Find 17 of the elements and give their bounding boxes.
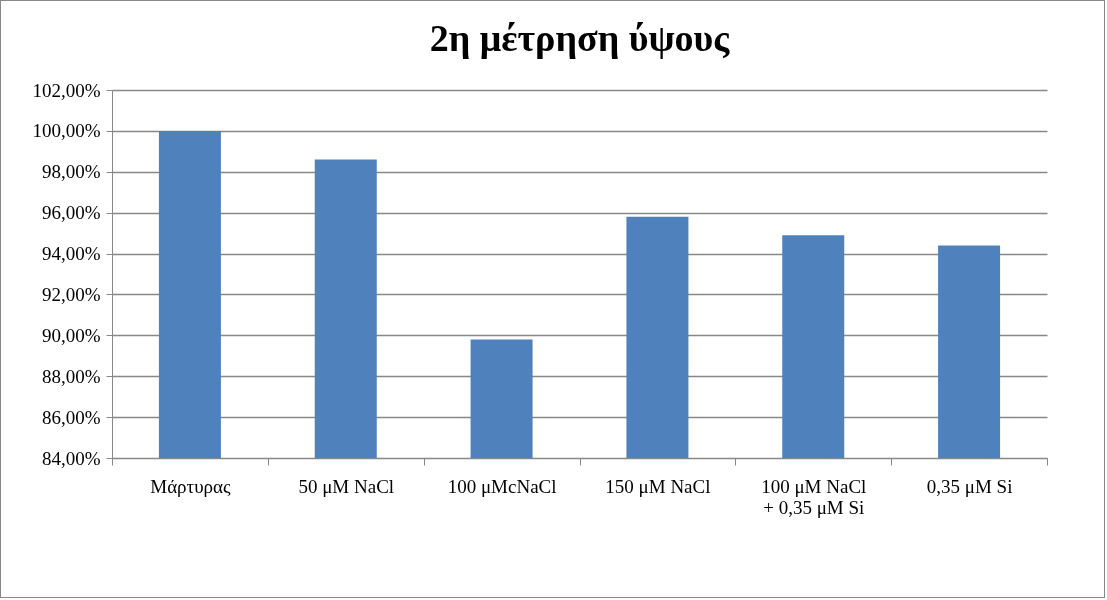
x-tick-label: 0,35 μM Si <box>926 475 1013 497</box>
x-tick-label: Μάρτυρας <box>150 475 232 497</box>
chart-title: 2η μέτρηση ύψους <box>429 17 731 59</box>
y-tick-label: 102,00% <box>32 79 101 101</box>
y-tick-label: 96,00% <box>41 202 101 224</box>
y-tick-label: 86,00% <box>41 406 101 428</box>
x-tick-label: 150 μM NaCl <box>605 475 711 497</box>
y-tick-label: 94,00% <box>41 243 101 265</box>
y-tick-label: 100,00% <box>32 120 101 142</box>
y-tick-label: 88,00% <box>41 365 101 387</box>
x-tick-label: 100 μM NaCl + 0,35 μM Si <box>761 475 867 518</box>
x-tick-label: 50 μM NaCl <box>298 475 395 497</box>
y-tick-label: 84,00% <box>41 447 101 469</box>
y-tick-label: 92,00% <box>41 283 101 305</box>
y-tick-label: 90,00% <box>41 324 101 346</box>
x-tick-label: 100 μMcNaCl <box>447 475 557 497</box>
y-tick-label: 98,00% <box>41 161 101 183</box>
